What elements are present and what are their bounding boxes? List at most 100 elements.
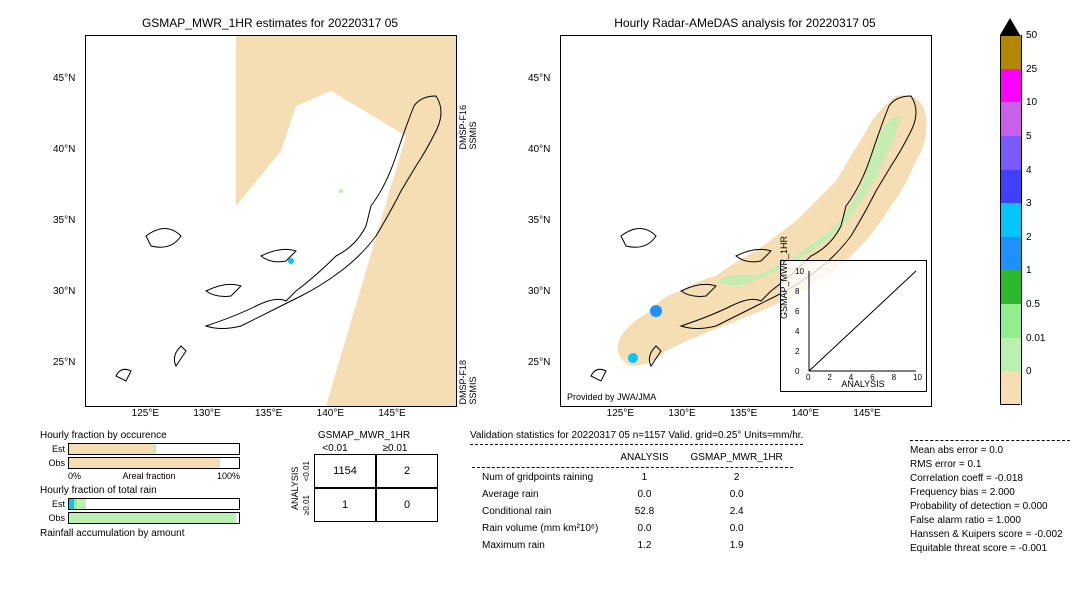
stat-line: Equitable threat score = -0.001 xyxy=(910,543,1070,554)
y-tick-label: 45°N xyxy=(53,73,75,84)
colorbar-seg xyxy=(1000,170,1022,204)
totalrain-row: Est xyxy=(40,498,240,510)
val-b: 2 xyxy=(681,470,793,485)
inset-scatter: ANALYSIS GSMAP_MWR_1HR 00224466881010 xyxy=(780,260,927,392)
radar-precip-blue xyxy=(650,305,662,317)
x-tick-label: 135°E xyxy=(255,408,282,419)
totalrain-title: Hourly fraction of total rain xyxy=(40,485,240,496)
ct-cell-1-0: 1 xyxy=(314,488,376,522)
occurrence-title: Hourly fraction by occurence xyxy=(40,430,240,441)
y-tick-label: 30°N xyxy=(53,286,75,297)
colorbar-label: 0.5 xyxy=(1026,299,1040,310)
val-a: 1.2 xyxy=(610,538,678,553)
bar-track xyxy=(68,457,240,469)
inset-ytick: 6 xyxy=(795,307,799,316)
colorbar-label: 2 xyxy=(1026,232,1032,243)
stats-list: Mean abs error = 0.0RMS error = 0.1Corre… xyxy=(910,440,1070,557)
val-b: 2.4 xyxy=(681,504,793,519)
bar-track xyxy=(68,443,240,455)
colorbar-seg xyxy=(1000,338,1022,372)
x-tick-label: 125°E xyxy=(607,408,634,419)
accum-title: Rainfall accumulation by amount xyxy=(40,528,240,539)
swath-fill xyxy=(236,36,456,406)
colorbar-seg xyxy=(1000,102,1022,136)
colorbar-label: 25 xyxy=(1026,64,1037,75)
stat-line: Frequency bias = 2.000 xyxy=(910,487,1070,498)
occurrence-row: Est xyxy=(40,443,240,455)
ct-row-header-1: ≥0.01 xyxy=(302,488,314,522)
colorbar-label: 5 xyxy=(1026,131,1032,142)
ct-row-header-0: <0.01 xyxy=(302,454,314,488)
colorbar-label: 0 xyxy=(1026,366,1032,377)
colorbar-label: 1 xyxy=(1026,265,1032,276)
val-name: Rain volume (mm km²10⁶) xyxy=(472,521,608,536)
stat-line: Probability of detection = 0.000 xyxy=(910,501,1070,512)
stat-line: Mean abs error = 0.0 xyxy=(910,445,1070,456)
val-name: Conditional rain xyxy=(472,504,608,519)
ct-col-header-0: <0.01 xyxy=(305,443,365,454)
totalrain-row: Obs xyxy=(40,512,240,524)
colorbar-seg xyxy=(1000,371,1022,405)
val-name: Average rain xyxy=(472,487,608,502)
x-tick-label: 130°E xyxy=(668,408,695,419)
ct-row-axis: ANALYSIS xyxy=(290,455,300,521)
provider-label: Provided by JWA/JMA xyxy=(567,392,656,402)
inset-ytick: 10 xyxy=(795,267,804,276)
colorbar-label: 50 xyxy=(1026,30,1037,41)
occurrence-row: Obs xyxy=(40,457,240,469)
colorbar-seg xyxy=(1000,203,1022,237)
val-a: 1 xyxy=(610,470,678,485)
stat-line: False alarm ratio = 1.000 xyxy=(910,515,1070,526)
validation-row: Conditional rain 52.8 2.4 xyxy=(472,504,793,519)
val-b: 0.0 xyxy=(681,521,793,536)
inset-ytick: 2 xyxy=(795,347,799,356)
colorbar: 00.010.512345102550 xyxy=(1000,35,1020,405)
ct-cell-0-0: 1154 xyxy=(314,454,376,488)
validation-row: Num of gridpoints raining 1 2 xyxy=(472,470,793,485)
occ-axis-left: 0% xyxy=(68,471,81,481)
bar-label: Est xyxy=(40,499,68,509)
validation-row: Maximum rain 1.2 1.9 xyxy=(472,538,793,553)
radar-precip-cyan xyxy=(628,353,638,363)
colorbar-seg xyxy=(1000,237,1022,271)
inset-ytick: 8 xyxy=(795,287,799,296)
ct-col-header-1: ≥0.01 xyxy=(365,443,425,454)
val-a: 0.0 xyxy=(610,487,678,502)
x-tick-label: 145°E xyxy=(853,408,880,419)
occ-axis-label: Areal fraction xyxy=(122,471,175,481)
colorbar-label: 3 xyxy=(1026,198,1032,209)
stat-line: Hanssen & Kuipers score = -0.002 xyxy=(910,529,1070,540)
inset-xtick: 2 xyxy=(827,373,831,382)
x-tick-label: 145°E xyxy=(378,408,405,419)
y-tick-label: 40°N xyxy=(53,144,75,155)
right-map-title: Hourly Radar-AMeDAS analysis for 2022031… xyxy=(560,16,930,30)
colorbar-seg xyxy=(1000,270,1022,304)
val-b: 1.9 xyxy=(681,538,793,553)
val-name: Maximum rain xyxy=(472,538,608,553)
contingency-table: GSMAP_MWR_1HR <0.01 ≥0.01 ANALYSIS <0.01… xyxy=(290,430,438,522)
val-col-0: ANALYSIS xyxy=(610,450,678,465)
inset-xtick: 0 xyxy=(806,373,810,382)
colorbar-seg xyxy=(1000,69,1022,103)
bar-track xyxy=(68,512,240,524)
y-tick-label: 45°N xyxy=(528,73,550,84)
colorbar-label: 4 xyxy=(1026,165,1032,176)
validation-row: Rain volume (mm km²10⁶) 0.0 0.0 xyxy=(472,521,793,536)
colorbar-seg xyxy=(1000,35,1022,69)
validation-title: Validation statistics for 20220317 05 n=… xyxy=(470,430,803,441)
colorbar-label: 10 xyxy=(1026,97,1037,108)
val-col-1: GSMAP_MWR_1HR xyxy=(681,450,793,465)
y-tick-label: 35°N xyxy=(528,215,550,226)
inset-scatter-svg: ANALYSIS xyxy=(781,261,926,391)
val-a: 52.8 xyxy=(610,504,678,519)
y-tick-label: 25°N xyxy=(528,357,550,368)
x-tick-label: 125°E xyxy=(132,408,159,419)
ct-cell-1-1: 0 xyxy=(376,488,438,522)
y-tick-label: 40°N xyxy=(528,144,550,155)
inset-ytick: 0 xyxy=(795,367,799,376)
inset-xtick: 4 xyxy=(849,373,853,382)
sat-label-f16: DMSP-F16SSMIS xyxy=(458,105,478,150)
bar-track xyxy=(68,498,240,510)
bar-label: Obs xyxy=(40,513,68,523)
val-b: 0.0 xyxy=(681,487,793,502)
